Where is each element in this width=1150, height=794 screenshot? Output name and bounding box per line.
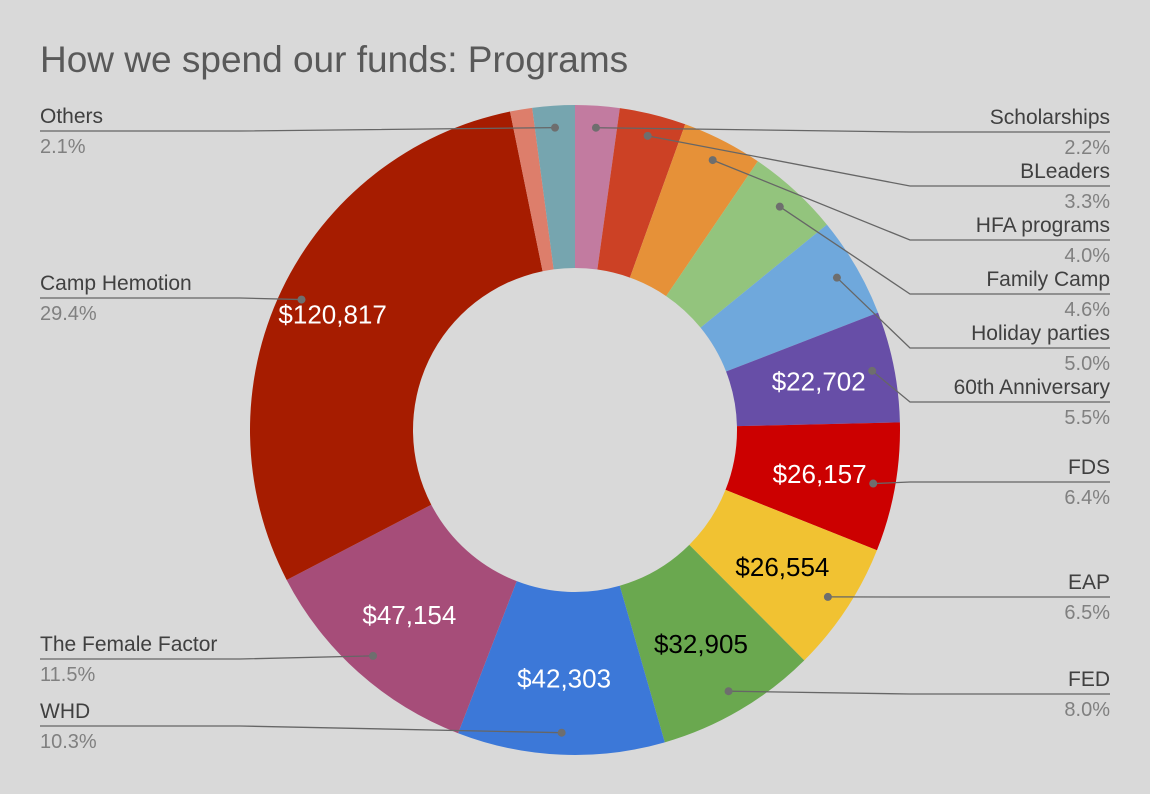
slice-scholarships xyxy=(575,105,620,270)
slice-holiday-parties xyxy=(700,224,879,372)
label-name-others: Others xyxy=(40,105,103,128)
slice-fds xyxy=(725,422,900,551)
label-percent-fds: 6.4% xyxy=(1064,487,1110,509)
leader-line-bleaders xyxy=(647,135,1110,187)
value-label-eap: $26,554 xyxy=(735,552,829,582)
slice-others xyxy=(532,105,575,270)
leader-line-hfa-programs xyxy=(712,159,1110,241)
slice-60th-anniversary xyxy=(726,312,900,427)
leader-dot-fds xyxy=(869,479,878,488)
leader-dot-bleaders xyxy=(643,131,652,140)
leader-line-others xyxy=(40,127,556,132)
leader-dot-others xyxy=(551,123,560,132)
leader-dot-whd xyxy=(557,728,566,737)
label-percent-whd: 10.3% xyxy=(40,731,97,753)
label-name-the-female-factor: The Female Factor xyxy=(40,633,217,656)
slice-the-female-factor xyxy=(286,504,517,734)
label-name-holiday-parties: Holiday parties xyxy=(971,322,1110,345)
label-percent-others: 2.1% xyxy=(40,136,86,158)
slice-family-camp xyxy=(666,161,827,328)
label-percent-family-camp: 4.6% xyxy=(1064,299,1110,321)
leader-dot-family-camp xyxy=(775,202,784,211)
value-label-whd: $42,303 xyxy=(517,663,611,693)
label-percent-holiday-parties: 5.0% xyxy=(1064,353,1110,375)
leader-line-family-camp xyxy=(779,206,1110,295)
chart-title: How we spend our funds: Programs xyxy=(40,39,628,80)
leader-dot-60th-anniversary xyxy=(868,366,877,375)
leader-line-whd xyxy=(40,725,562,734)
label-name-fds: FDS xyxy=(1068,456,1110,479)
leader-dot-camp-hemotion xyxy=(297,295,306,304)
slice-bleaders xyxy=(597,108,686,278)
label-percent-camp-hemotion: 29.4% xyxy=(40,303,97,325)
label-name-family-camp: Family Camp xyxy=(986,268,1110,291)
leader-line-fed xyxy=(728,690,1110,695)
leader-line-60th-anniversary xyxy=(871,370,1110,403)
leader-line-holiday-parties xyxy=(836,277,1110,349)
leader-dot-the-female-factor xyxy=(369,651,378,660)
label-percent-fed: 8.0% xyxy=(1064,699,1110,721)
leader-line-the-female-factor xyxy=(40,655,374,660)
label-name-scholarships: Scholarships xyxy=(990,106,1110,129)
leader-dot-eap xyxy=(823,592,832,601)
value-label-the-female-factor: $47,154 xyxy=(362,600,456,630)
label-name-60th-anniversary: 60th Anniversary xyxy=(954,376,1111,399)
leader-dot-fed xyxy=(724,687,733,696)
label-percent-bleaders: 3.3% xyxy=(1064,191,1110,213)
label-name-eap: EAP xyxy=(1068,571,1110,594)
value-label-fds: $26,157 xyxy=(773,459,867,489)
value-label-camp-hemotion: $120,817 xyxy=(278,299,386,329)
callout-labels-group: Scholarships 2.2%BLeaders 3.3%HFA programs… xyxy=(40,105,1110,753)
slice-camp-hemotion xyxy=(250,111,543,580)
leader-line-camp-hemotion xyxy=(40,297,302,301)
slice-hfa-programs xyxy=(629,124,758,297)
value-label-60th-anniversary: $22,702 xyxy=(772,366,866,396)
slice-fed xyxy=(619,544,805,743)
label-name-bleaders: BLeaders xyxy=(1020,160,1110,183)
slice-eap xyxy=(689,489,877,661)
leader-dot-scholarships xyxy=(591,123,600,132)
label-percent-the-female-factor: 11.5% xyxy=(40,664,95,686)
leader-line-fds xyxy=(873,481,1110,485)
label-percent-60th-anniversary: 5.5% xyxy=(1064,407,1110,429)
label-percent-scholarships: 2.2% xyxy=(1064,137,1110,159)
label-name-hfa-programs: HFA programs xyxy=(976,214,1110,237)
label-name-whd: WHD xyxy=(40,700,90,723)
slice-unlabeled-12 xyxy=(510,107,554,272)
leader-line-scholarships xyxy=(595,127,1110,133)
value-label-fed: $32,905 xyxy=(654,629,748,659)
slices-group xyxy=(250,105,900,756)
label-percent-hfa-programs: 4.0% xyxy=(1064,245,1110,267)
slice-whd xyxy=(458,581,665,756)
leader-dot-hfa-programs xyxy=(708,156,717,165)
label-name-fed: FED xyxy=(1068,668,1110,691)
leader-dot-holiday-parties xyxy=(832,273,841,282)
label-percent-eap: 6.5% xyxy=(1064,602,1110,624)
leader-lines-group xyxy=(40,123,1110,737)
label-name-camp-hemotion: Camp Hemotion xyxy=(40,272,192,295)
